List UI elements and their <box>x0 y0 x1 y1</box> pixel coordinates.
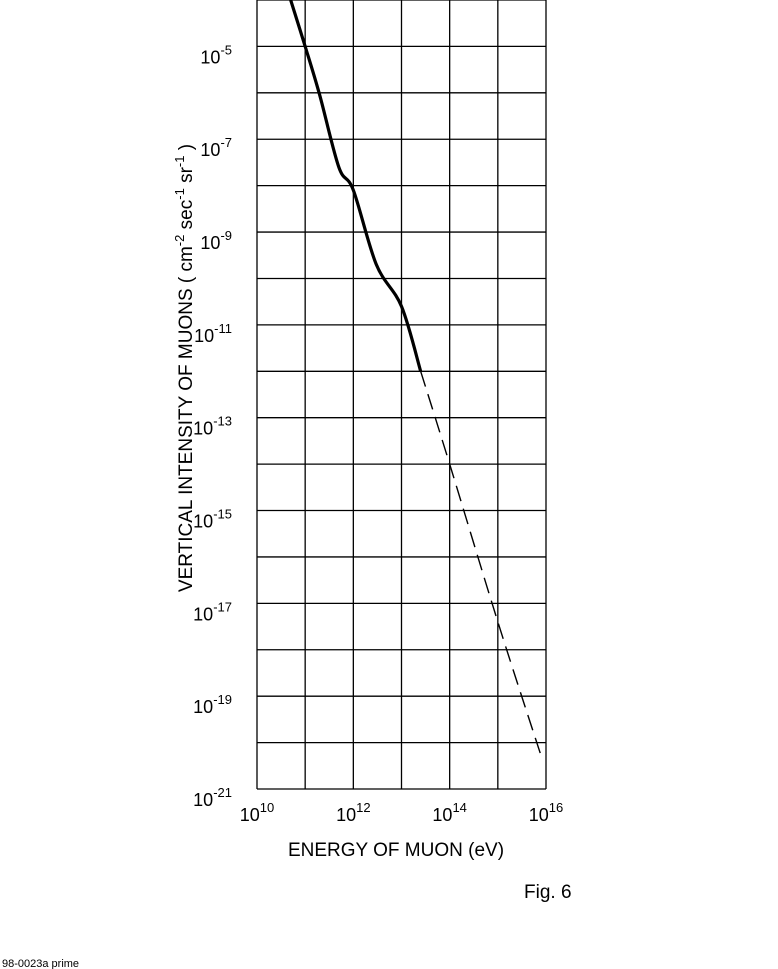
y-tick-label: 10-11 <box>194 321 232 346</box>
document-id: 98-0023a prime <box>2 958 79 969</box>
y-axis-title-sup1: -2 <box>172 235 187 247</box>
y-axis-title-sup3: -1 <box>172 156 187 168</box>
y-axis-title-mid2: sr <box>176 166 197 188</box>
x-tick-label: 1012 <box>336 800 371 825</box>
x-tick-label: 1010 <box>240 800 275 825</box>
y-tick-label: 10-21 <box>193 785 232 810</box>
x-axis-title: ENERGY OF MUON (eV) <box>288 840 504 861</box>
chart-series <box>289 0 542 757</box>
x-tick-labels: 1010 1012 1014 1016 <box>240 800 564 825</box>
y-tick-label: 10-19 <box>193 692 232 717</box>
figure-caption: Fig. 6 <box>524 882 572 903</box>
y-axis-title-end: ) <box>176 144 197 156</box>
y-tick-label: 10-17 <box>193 599 232 624</box>
y-tick-label: 10-15 <box>193 507 232 532</box>
series-line-measured <box>289 0 423 372</box>
y-tick-label: 10-7 <box>200 135 232 160</box>
y-axis-title-mid: sec <box>176 200 197 235</box>
x-tick-label: 1016 <box>529 800 564 825</box>
y-tick-label: 10-5 <box>200 42 232 67</box>
y-tick-label: 10-9 <box>200 228 232 253</box>
y-axis-title-main: VERTICAL INTENSITY OF MUONS ( cm <box>176 246 197 592</box>
x-tick-label: 1014 <box>432 800 467 825</box>
y-tick-label: 10-13 <box>193 414 232 439</box>
y-axis-title-sup2: -1 <box>172 188 187 200</box>
chart-grid <box>256 0 547 790</box>
y-tick-labels: 10-5 10-7 10-9 10-11 10-13 10-15 10-17 10-19 10-… <box>193 42 232 810</box>
series-line-extrapolated <box>419 371 542 757</box>
y-axis-title: VERTICAL INTENSITY OF MUONS ( cm-2 sec-1… <box>172 144 197 592</box>
